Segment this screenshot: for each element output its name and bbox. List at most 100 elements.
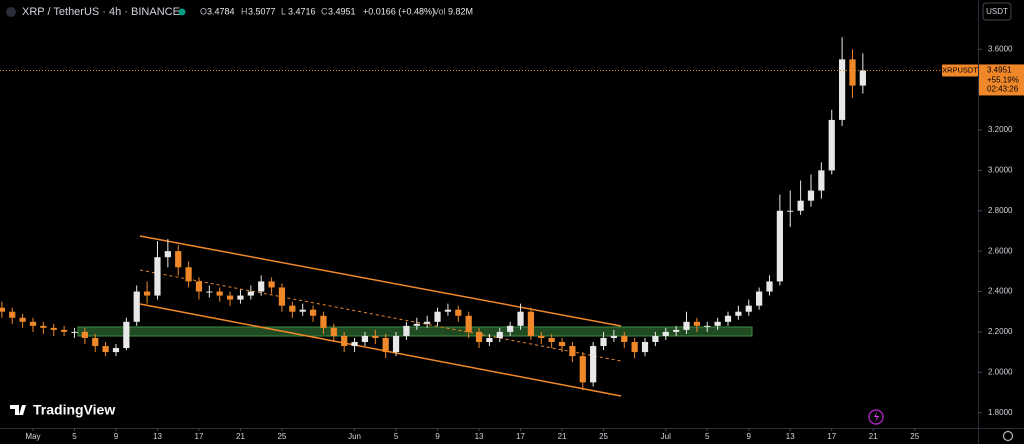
candle-body (662, 331, 669, 336)
candle-body (175, 251, 182, 268)
y-tick-label: 2.8000 (988, 206, 1013, 215)
x-tick-label: Jun (348, 432, 361, 441)
price-tag-change: +55.19% (987, 76, 1019, 85)
logo: TradingView (10, 402, 115, 418)
symbol-tag (942, 64, 978, 77)
x-tick-label: 25 (910, 432, 919, 441)
candle-body (92, 337, 99, 347)
volume-key: Vol (433, 6, 446, 16)
x-tick-label: 25 (277, 432, 286, 441)
market-status (178, 8, 186, 16)
candle-body (683, 321, 690, 330)
channel-lower (139, 303, 622, 397)
candle-body (766, 281, 773, 292)
x-tick-label: 9 (747, 432, 752, 441)
channel-upper (139, 235, 622, 327)
candle-body (724, 315, 732, 322)
ohlc-value: 3.5077 (248, 6, 276, 16)
candle-body (735, 311, 742, 316)
candle-body (538, 335, 545, 338)
price-tag-countdown: 02:43:26 (987, 85, 1019, 94)
x-tick-label: Jul (661, 432, 671, 441)
ohlc-value: 3.4716 (288, 6, 316, 16)
support-zone (77, 326, 753, 337)
x-tick-label: 13 (153, 432, 162, 441)
candle-body (714, 321, 721, 326)
candle-body (631, 341, 638, 353)
candle-body (496, 331, 503, 338)
price-tag (979, 64, 1024, 96)
candle-body (50, 327, 57, 330)
candle-body (455, 309, 462, 316)
settings-icon[interactable] (1002, 430, 1014, 442)
candle-body (309, 309, 317, 316)
candle-body (81, 331, 88, 338)
candle-body (0, 307, 5, 312)
candle-body (475, 331, 483, 342)
x-tick-label: 25 (599, 432, 608, 441)
candle-body (29, 321, 37, 326)
candle-body (579, 356, 586, 383)
candle-body (289, 305, 296, 312)
candle-body (610, 335, 618, 338)
candle-body (444, 309, 452, 312)
candle-body (600, 337, 607, 347)
candle-body (226, 295, 234, 300)
x-tick-label: 5 (394, 432, 399, 441)
candle-body (19, 317, 26, 322)
candle-body (330, 327, 337, 336)
y-tick-label: 2.0000 (988, 367, 1013, 376)
candle-body (40, 325, 47, 328)
x-tick-label: 13 (786, 432, 795, 441)
candle-body (745, 305, 752, 312)
candle-body (123, 321, 130, 349)
ohlc-key: H (241, 6, 248, 16)
x-tick-label: 5 (705, 432, 710, 441)
y-tick-label: 2.2000 (988, 327, 1013, 336)
ohlc-key: O (200, 6, 207, 16)
candle-body (154, 257, 161, 296)
candle-body (569, 346, 576, 357)
x-tick-label: 21 (236, 432, 245, 441)
candle-body (112, 348, 120, 353)
x-tick-label: 17 (827, 432, 836, 441)
logo-mark (10, 405, 26, 415)
candle-body (424, 321, 431, 324)
candle-body (673, 329, 680, 332)
candle-body (621, 335, 628, 342)
ohlc-key: C (321, 6, 328, 16)
candle-body (413, 323, 420, 326)
candle-body (361, 335, 369, 342)
candle-body (195, 281, 203, 292)
y-tick-label: 1.8000 (988, 408, 1013, 417)
currency-button[interactable] (982, 2, 1012, 21)
candle-body (859, 70, 866, 86)
x-tick-label: 21 (558, 432, 567, 441)
candle-body (652, 335, 659, 342)
candle-body (392, 335, 400, 353)
events-icon[interactable] (868, 409, 884, 425)
y-tick-label: 3.2000 (988, 125, 1013, 134)
change: +0.0166 (+0.48%) (363, 6, 435, 16)
candle-body (849, 59, 856, 86)
candle-body (278, 287, 286, 306)
y-tick-label: 2.4000 (988, 287, 1013, 296)
candle-body (164, 251, 171, 258)
x-tick-label: 17 (516, 432, 525, 441)
candle-body (102, 346, 109, 353)
ohlc-value: 3.4951 (328, 6, 356, 16)
candle-body (797, 200, 804, 211)
y-tick-label: 3.6000 (988, 44, 1013, 53)
x-tick-label: 9 (114, 432, 119, 441)
currency[interactable]: USDT (986, 7, 1008, 16)
candle-body (320, 315, 327, 328)
candle-body (133, 291, 140, 322)
candle-body (693, 321, 700, 326)
candle-body (507, 325, 514, 332)
candle-body (185, 267, 192, 282)
events-bolt (874, 412, 879, 422)
candle-body (9, 311, 16, 318)
